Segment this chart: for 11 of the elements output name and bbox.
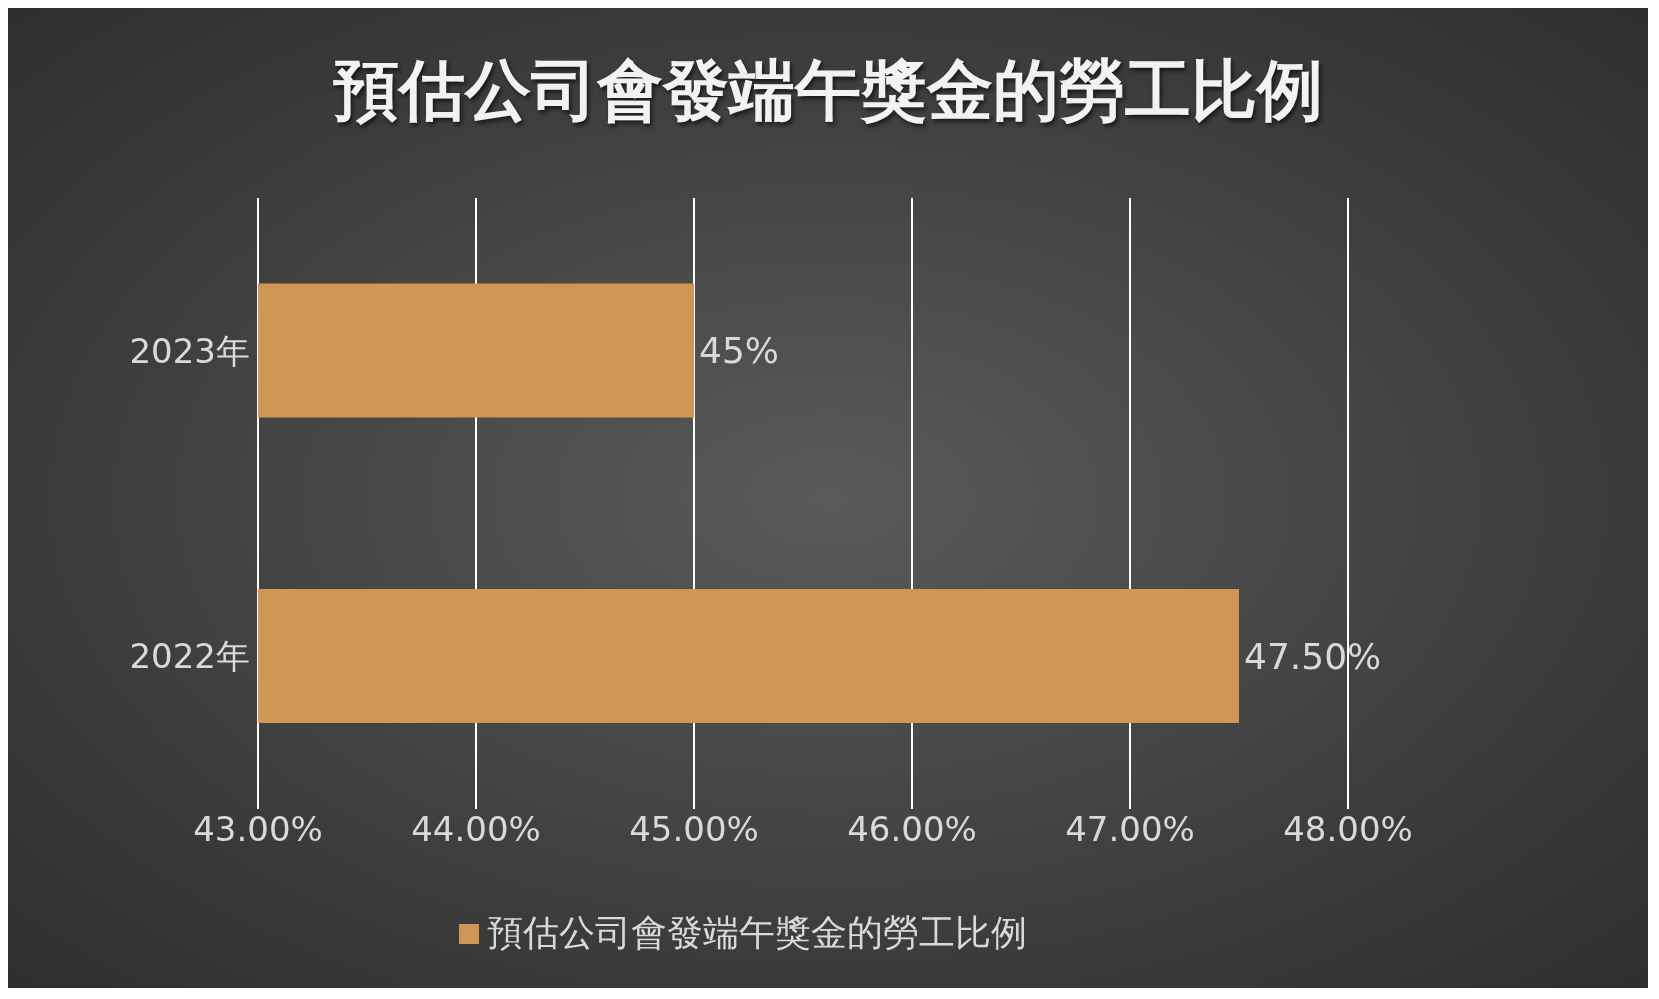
x-tick-label: 48.00% bbox=[1283, 809, 1413, 850]
x-tick-label: 44.00% bbox=[411, 809, 541, 850]
data-label: 45% bbox=[699, 330, 780, 372]
x-tick-label: 46.00% bbox=[847, 809, 977, 850]
x-tick-label: 47.00% bbox=[1065, 809, 1195, 850]
legend-label: 預估公司會發端午獎金的勞工比例 bbox=[487, 911, 1027, 955]
chart-title: 預估公司會發端午獎金的勞工比例 bbox=[332, 51, 1324, 131]
x-tick-label: 45.00% bbox=[629, 809, 759, 850]
y-tick-label: 2023年 bbox=[129, 330, 250, 371]
x-tick-label: 43.00% bbox=[193, 809, 323, 850]
y-tick-label: 2022年 bbox=[129, 636, 250, 677]
